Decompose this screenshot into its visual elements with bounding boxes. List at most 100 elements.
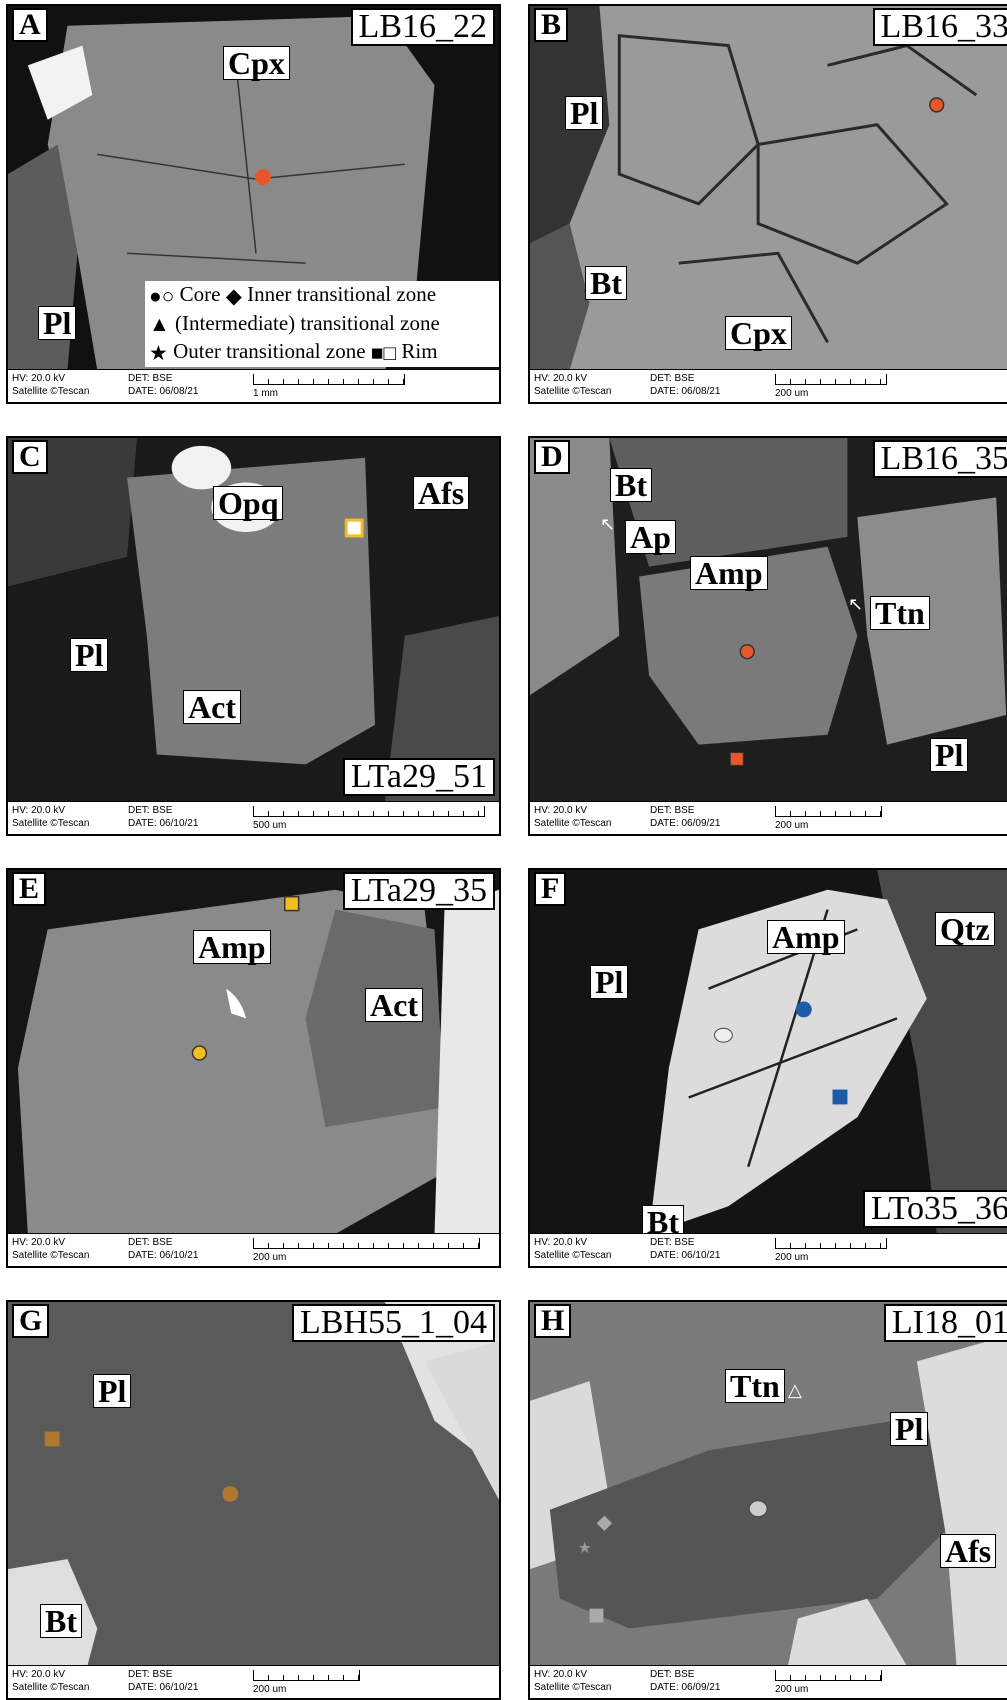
bse-image-g (8, 1302, 499, 1666)
brand-text: Satellite ©Tescan (12, 818, 90, 829)
bse-image-h: ★ (530, 1302, 1007, 1666)
hv-text: HV: 20.0 kV (12, 805, 65, 816)
mineral-label-bt: Bt (40, 1604, 82, 1638)
scale-text: 200 um (775, 820, 809, 831)
date-text: DATE: 06/10/21 (128, 818, 199, 829)
mineral-label-pl: Pl (93, 1374, 132, 1408)
date-text: DATE: 06/08/21 (650, 386, 721, 397)
panel-b: B LB16_33 Pl Bt Cpx HV: 20.0 kV Satellite… (528, 4, 1007, 404)
legend-core: Core (179, 282, 221, 306)
panel-letter: A (12, 8, 48, 42)
sem-footer: HV: 20.0 kV Satellite ©Tescan DET: BSE DAT… (530, 1665, 1007, 1698)
mineral-label-pl: Pl (890, 1412, 929, 1446)
panel-letter: E (12, 872, 47, 906)
scale-text: 200 um (775, 388, 809, 399)
panel-a: A LB16_22 Cpx Pl ●○ Core ◆ Inner transit… (6, 4, 501, 404)
mineral-label-bt: Bt (610, 468, 652, 502)
scale-bar (253, 1670, 360, 1681)
mineral-label-pl: Pl (590, 965, 629, 999)
bse-image-e (8, 870, 499, 1234)
hv-text: HV: 20.0 kV (12, 373, 65, 384)
star-icon: ★ (149, 341, 168, 366)
scale-text: 200 um (775, 1684, 809, 1695)
brand-text: Satellite ©Tescan (534, 1250, 612, 1261)
mineral-label-opq: Opq (213, 486, 284, 520)
scale-text: 200 um (775, 1252, 809, 1263)
ap-arrow-icon: ↖ (600, 514, 616, 535)
brand-text: Satellite ©Tescan (534, 386, 612, 397)
date-text: DATE: 06/09/21 (650, 1682, 721, 1693)
sem-footer: HV: 20.0 kV Satellite ©Tescan DET: BSE DAT… (8, 1665, 499, 1698)
mineral-label-ttn: Ttn (870, 596, 930, 630)
sem-footer: HV: 20.0 kV Satellite ©Tescan DET: BSE DAT… (8, 801, 499, 834)
sem-footer: HV: 20.0 kV Satellite ©Tescan DET: BSE DAT… (8, 369, 499, 402)
mineral-label-ttn: Ttn (725, 1369, 785, 1403)
scale-bar (775, 806, 882, 817)
mineral-label-pl: Pl (70, 638, 109, 672)
mineral-label-act: Act (365, 988, 423, 1022)
scale-text: 200 um (253, 1252, 287, 1263)
det-text: DET: BSE (650, 1669, 695, 1680)
ttn-triangle-icon: △ (788, 1380, 802, 1401)
panel-letter: B (534, 8, 569, 42)
det-text: DET: BSE (650, 805, 695, 816)
ttn-arrow-icon: ↖ (848, 594, 864, 615)
hv-text: HV: 20.0 kV (534, 1669, 587, 1680)
scale-text: 200 um (253, 1684, 287, 1695)
panel-letter: F (534, 872, 567, 906)
sem-footer: HV: 20.0 kV Satellite ©Tescan DET: BSE DAT… (530, 1233, 1007, 1266)
brand-text: Satellite ©Tescan (12, 1250, 90, 1261)
sem-footer: HV: 20.0 kV Satellite ©Tescan DET: BSE DAT… (530, 369, 1007, 402)
hv-text: HV: 20.0 kV (12, 1669, 65, 1680)
panel-f: F LTo35_36 Amp Qtz Pl Bt HV: 20.0 kV Sate… (528, 868, 1007, 1268)
scale-bar (775, 1238, 887, 1249)
panel-g: G LBH55_1_04 Pl Bt HV: 20.0 kV Satellite … (6, 1300, 501, 1700)
mineral-label-afs: Afs (940, 1534, 997, 1568)
scale-text: 1 mm (253, 388, 278, 399)
filled-triangle-icon: ▲ (149, 312, 170, 337)
det-text: DET: BSE (128, 1669, 173, 1680)
brand-text: Satellite ©Tescan (12, 386, 90, 397)
mineral-label-ap: Ap (625, 520, 676, 554)
hv-text: HV: 20.0 kV (534, 1237, 587, 1248)
scale-bar (253, 806, 485, 817)
scale-bar (775, 1670, 882, 1681)
legend-inner: Inner transitional zone (247, 282, 437, 306)
scale-bar (253, 374, 405, 385)
mineral-label-cpx: Cpx (725, 316, 792, 350)
sample-code: LB16_22 (350, 8, 495, 46)
panel-letter: D (534, 440, 570, 474)
filled-circle-icon: ● (149, 283, 162, 308)
date-text: DATE: 06/08/21 (128, 386, 199, 397)
scale-bar (253, 1238, 480, 1249)
legend-intermediate: (Intermediate) transitional zone (175, 310, 440, 335)
mineral-label-amp: Amp (690, 556, 768, 590)
legend-rim: Rim (401, 339, 438, 364)
det-text: DET: BSE (650, 373, 695, 384)
brand-text: Satellite ©Tescan (534, 1682, 612, 1693)
open-square-icon: □ (383, 341, 397, 366)
mineral-label-afs: Afs (413, 476, 470, 510)
det-text: DET: BSE (128, 1237, 173, 1248)
det-text: DET: BSE (128, 373, 173, 384)
scale-bar (775, 374, 887, 385)
mineral-label-pl: Pl (930, 738, 969, 772)
panel-letter: C (12, 440, 48, 474)
det-text: DET: BSE (128, 805, 173, 816)
scale-text: 500 um (253, 820, 287, 831)
brand-text: Satellite ©Tescan (534, 818, 612, 829)
sample-code: LTo35_36 (862, 1190, 1007, 1228)
zone-legend: ●○ Core ◆ Inner transitional zone ▲ (Int… (145, 281, 499, 368)
panel-c: C LTa29_51 Opq Afs Pl Act HV: 20.0 kV Sat… (6, 436, 501, 836)
sem-footer: HV: 20.0 kV Satellite ©Tescan DET: BSE DAT… (530, 801, 1007, 834)
date-text: DATE: 06/10/21 (650, 1250, 721, 1261)
date-text: DATE: 06/10/21 (128, 1682, 199, 1693)
date-text: DATE: 06/10/21 (128, 1250, 199, 1261)
brand-text: Satellite ©Tescan (12, 1682, 90, 1693)
det-text: DET: BSE (650, 1237, 695, 1248)
hv-text: HV: 20.0 kV (534, 805, 587, 816)
sample-code: LTa29_51 (342, 758, 495, 796)
sample-code: LB16_33 (872, 8, 1007, 46)
date-text: DATE: 06/09/21 (650, 818, 721, 829)
mineral-label-bt: Bt (585, 266, 627, 300)
